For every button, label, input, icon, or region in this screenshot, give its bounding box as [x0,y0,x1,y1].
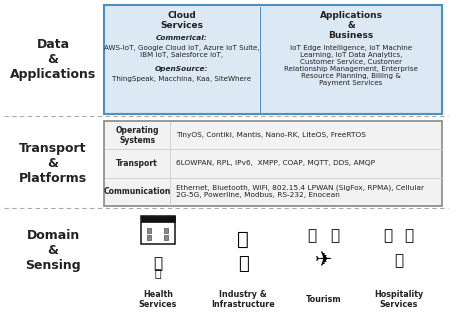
FancyBboxPatch shape [146,228,151,233]
Text: OpenSource:: OpenSource: [155,66,209,72]
FancyBboxPatch shape [164,228,168,233]
Text: 🌉: 🌉 [237,254,248,272]
Text: AWS-IoT, Google Cloud IoT, Azure IoT Suite,
IBM IoT, Salesforce IoT,: AWS-IoT, Google Cloud IoT, Azure IoT Sui… [104,45,260,58]
Text: Operating
Systems: Operating Systems [115,125,159,145]
Text: ✈: ✈ [315,251,332,270]
Text: ⛴: ⛴ [308,228,317,243]
Text: Applications
&
Business: Applications & Business [319,11,383,40]
Text: Hospitality
Services: Hospitality Services [374,290,424,309]
Text: ThingSpeak, Macchina, Kaa, SiteWhere: ThingSpeak, Macchina, Kaa, SiteWhere [112,76,252,82]
Text: Tourism: Tourism [306,295,341,304]
FancyBboxPatch shape [141,216,175,244]
Text: IoT Edge Intelligence, IoT Machine
Learning, IoT Data Analytics,
Customer Servic: IoT Edge Intelligence, IoT Machine Learn… [284,45,418,86]
Text: 6LOWPAN, RPL, IPv6,  XMPP, COAP, MQTT, DDS, AMQP: 6LOWPAN, RPL, IPv6, XMPP, COAP, MQTT, DD… [176,161,375,167]
Text: Cloud
Services: Cloud Services [160,11,203,30]
Text: Health
Services: Health Services [139,290,177,309]
FancyBboxPatch shape [146,235,151,240]
Text: Transport
&
Platforms: Transport & Platforms [19,142,87,185]
Text: Domain
&
Sensing: Domain & Sensing [25,229,81,272]
Text: Transport: Transport [116,159,158,168]
FancyBboxPatch shape [164,235,168,240]
Text: Data
&
Applications: Data & Applications [10,38,96,81]
Text: Ethernet, Bluetooth, WiFi, 802.15.4 LPWAN (SigFox, RPMA), Cellular
2G-5G, Powerl: Ethernet, Bluetooth, WiFi, 802.15.4 LPWA… [176,185,424,198]
Text: Industry &
Infrastructure: Industry & Infrastructure [211,290,275,309]
Text: 🎡: 🎡 [383,228,392,243]
Text: Commerical:: Commerical: [156,34,208,40]
FancyBboxPatch shape [104,5,443,114]
Text: 🚆: 🚆 [330,228,339,243]
FancyBboxPatch shape [141,216,175,222]
Text: 👥: 👥 [155,270,161,279]
FancyBboxPatch shape [104,121,443,206]
Text: TinyOS, Contiki, Mantis, Nano-RK, LiteOS, FreeRTOS: TinyOS, Contiki, Mantis, Nano-RK, LiteOS… [176,132,366,138]
Text: 🏢: 🏢 [404,228,413,243]
Text: 🎪: 🎪 [394,253,403,268]
Text: 🤝: 🤝 [154,256,163,271]
Text: Communication: Communication [103,187,171,196]
Text: 🏭: 🏭 [237,230,249,249]
